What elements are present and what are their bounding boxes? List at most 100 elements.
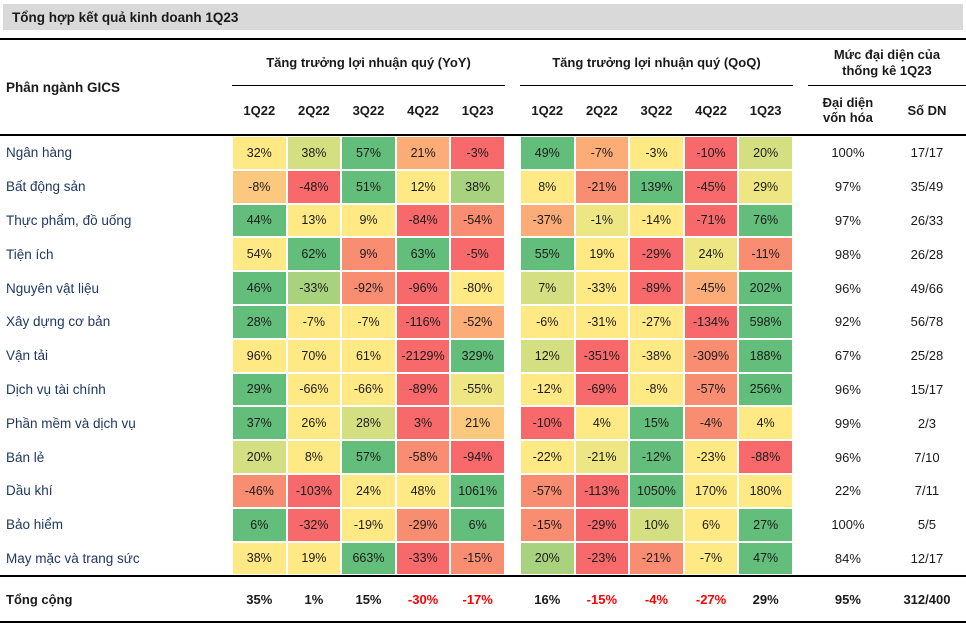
heatmap-cell-yoy: 26% [287,407,341,440]
heatmap-cell-qoq: 47% [739,542,792,575]
heatmap-cell-qoq: -21% [630,542,683,575]
heatmap-cell-yoy: 62% [287,238,341,271]
total-value-yoy: 1% [286,577,342,622]
firms-value: 26/28 [910,246,944,262]
report-title-bar: Tổng hợp kết quả kinh doanh 1Q23 [3,4,963,30]
heatmap-cell-yoy: 9% [342,238,395,271]
heatmap-cell-yoy: -33% [396,542,450,575]
total-value-yoy: -30% [395,577,451,622]
heatmap-cell-qoq: 1050% [630,474,683,507]
heatmap-cell-yoy: 38% [233,542,286,575]
cap-value: 98% [834,246,861,262]
heatmap-cell-yoy: -15% [451,542,504,575]
group-header-qoq: Tăng trưởng lợi nhuận quý (QoQ) [519,40,793,86]
heatmap-cell-yoy: 29% [233,373,286,406]
heatmap-cell-qoq: -7% [684,542,738,575]
heatmap-cell-qoq: 24% [684,238,738,271]
heatmap-cell-qoq: -8% [630,373,683,406]
total-value-yoy: 15% [341,577,396,622]
total-label: Tổng cộng [6,591,73,607]
heatmap-cell-yoy: -55% [451,373,504,406]
heatmap-cell-yoy: -80% [451,272,504,304]
total-value-yoy: 35% [232,577,287,622]
heatmap-cell-qoq: -4% [684,407,738,440]
group-header-stats: Mức đại diện của thống kê 1Q23 [807,40,966,86]
heatmap-cell-qoq: 27% [739,508,792,541]
heatmap-cell-qoq: -7% [575,137,629,169]
heatmap-cell-qoq: -31% [575,305,629,338]
heatmap-cell-qoq: -21% [575,441,629,473]
total-value-qoq: 29% [738,577,793,622]
heatmap-cell-yoy: 12% [396,170,450,203]
cap-value: 84% [834,550,861,566]
heatmap-cell-qoq: -10% [684,137,738,169]
heatmap-cell-qoq: -37% [520,204,574,237]
heatmap-cell-qoq: 15% [630,407,683,440]
heatmap-cell-qoq: 49% [520,137,574,169]
cap-value: 96% [834,280,861,296]
heatmap-cell-qoq: -29% [575,508,629,541]
heatmap-cell-yoy: -19% [342,508,395,541]
col-header-cap: Đại diện vốn hóa [808,86,888,134]
heatmap-cell-yoy: -7% [342,305,395,338]
cap-value: 22% [834,483,861,499]
col-header-quarter-yoy: 2Q22 [297,102,330,118]
heatmap-cell-yoy: -92% [342,272,395,304]
heatmap-cell-yoy: 663% [342,542,395,575]
heatmap-cell-qoq: -88% [739,441,792,473]
heatmap-cell-yoy: -29% [396,508,450,541]
heatmap-cell-qoq: 6% [684,508,738,541]
row-label: Phần mềm và dịch vụ [6,415,136,431]
heatmap-cell-qoq: -38% [630,339,683,372]
heatmap-cell-yoy: -48% [287,170,341,203]
heatmap-cell-qoq: 8% [520,170,574,203]
row-label: Dầu khí [6,483,53,499]
row-header-label: Phân ngành GICS [6,79,121,95]
firms-value: 12/17 [910,550,944,566]
heatmap-cell-qoq: -89% [630,272,683,304]
heatmap-cell-yoy: -89% [396,373,450,406]
heatmap-cell-qoq: -27% [630,305,683,338]
row-label: Xây dựng cơ bản [6,314,111,330]
row-label: Dịch vụ tài chính [6,381,106,397]
heatmap-cell-qoq: 76% [739,204,792,237]
heatmap-cell-qoq: 188% [739,339,792,372]
heatmap-cell-yoy: 21% [396,137,450,169]
total-value-qoq: 16% [519,577,575,622]
row-label: Bảo hiểm [6,517,64,533]
heatmap-cell-qoq: -14% [630,204,683,237]
heatmap-cell-yoy: 63% [396,238,450,271]
firms-value: 7/10 [914,449,940,465]
heatmap-cell-qoq: -12% [520,373,574,406]
total-value-qoq: -27% [683,577,739,622]
heatmap-cell-yoy: 28% [342,407,395,440]
heatmap-cell-yoy: 48% [396,474,450,507]
row-label: Vận tải [6,348,49,364]
heatmap-cell-qoq: 139% [630,170,683,203]
heatmap-cell-qoq: 20% [739,137,792,169]
heatmap-cell-yoy: -94% [451,441,504,473]
col-header-quarter-yoy: 3Q22 [352,102,385,118]
heatmap-cell-yoy: 20% [233,441,286,473]
heatmap-cell-qoq: -57% [684,373,738,406]
header-divider [0,134,966,136]
heatmap-cell-qoq: 55% [520,238,574,271]
heatmap-cell-yoy: 61% [342,339,395,372]
heatmap-cell-yoy: -96% [396,272,450,304]
heatmap-cell-qoq: -11% [739,238,792,271]
heatmap-cell-qoq: -69% [575,373,629,406]
report-title: Tổng hợp kết quả kinh doanh 1Q23 [12,9,239,25]
group-header-stats-line1: Mức đại diện của [833,46,941,62]
row-label: Tiện ích [6,246,54,262]
heatmap-cell-yoy: 24% [342,474,395,507]
heatmap-cell-qoq: -29% [630,238,683,271]
cap-value: 97% [834,179,861,195]
col-header-firms: Số DN [907,102,947,118]
cap-value: 97% [834,212,861,228]
col-header-quarter-yoy: 1Q23 [461,102,494,118]
bottom-divider [0,621,966,624]
heatmap-cell-yoy: 57% [342,441,395,473]
heatmap-cell-yoy: 96% [233,339,286,372]
heatmap-cell-yoy: 6% [451,508,504,541]
